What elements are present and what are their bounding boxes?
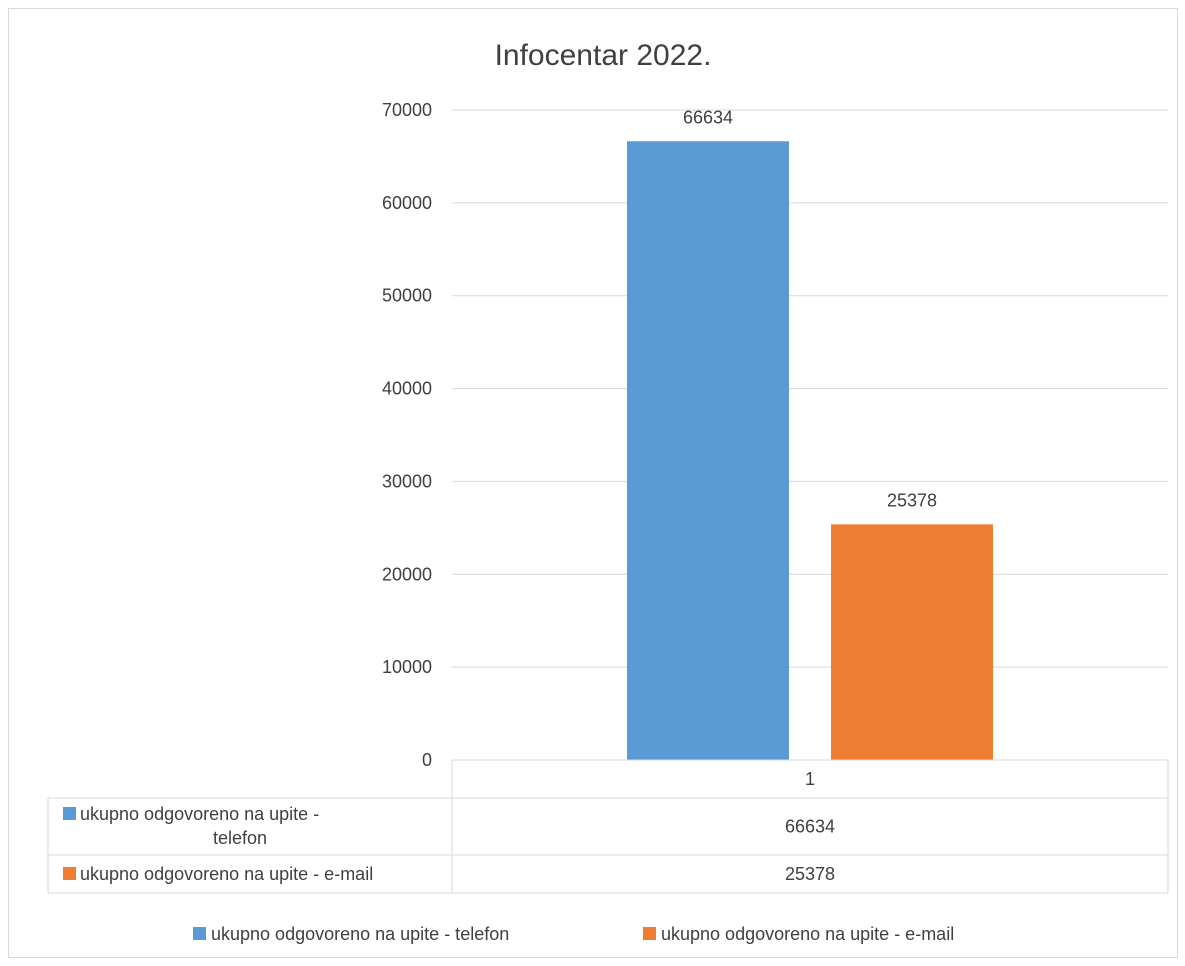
table-row-label: ukupno odgovoreno na upite - e-mail	[80, 864, 373, 884]
y-tick-label: 60000	[382, 193, 432, 213]
data-label: 66634	[683, 107, 733, 127]
legend-key	[193, 927, 206, 940]
bar	[831, 524, 993, 760]
legend-label: ukupno odgovoreno na upite - telefon	[211, 924, 509, 944]
legend-key	[643, 927, 656, 940]
y-tick-label: 50000	[382, 286, 432, 306]
bar	[627, 141, 789, 760]
legend-label: ukupno odgovoreno na upite - e-mail	[661, 924, 954, 944]
x-tick-label: 1	[805, 769, 815, 789]
chart-frame	[8, 8, 1178, 958]
data-label: 25378	[887, 490, 937, 510]
table-row-label: ukupno odgovoreno na upite -	[80, 804, 319, 824]
y-tick-label: 40000	[382, 379, 432, 399]
table-legend-key	[63, 807, 76, 820]
y-tick-label: 0	[422, 750, 432, 770]
table-cell-value: 25378	[785, 864, 835, 884]
table-row-label: telefon	[213, 828, 267, 848]
y-tick-label: 30000	[382, 471, 432, 491]
y-tick-label: 20000	[382, 564, 432, 584]
chart-title: Infocentar 2022.	[495, 39, 712, 72]
table-cell-value: 66634	[785, 817, 835, 837]
y-tick-label: 70000	[382, 100, 432, 120]
y-tick-label: 10000	[382, 657, 432, 677]
table-legend-key	[63, 867, 76, 880]
